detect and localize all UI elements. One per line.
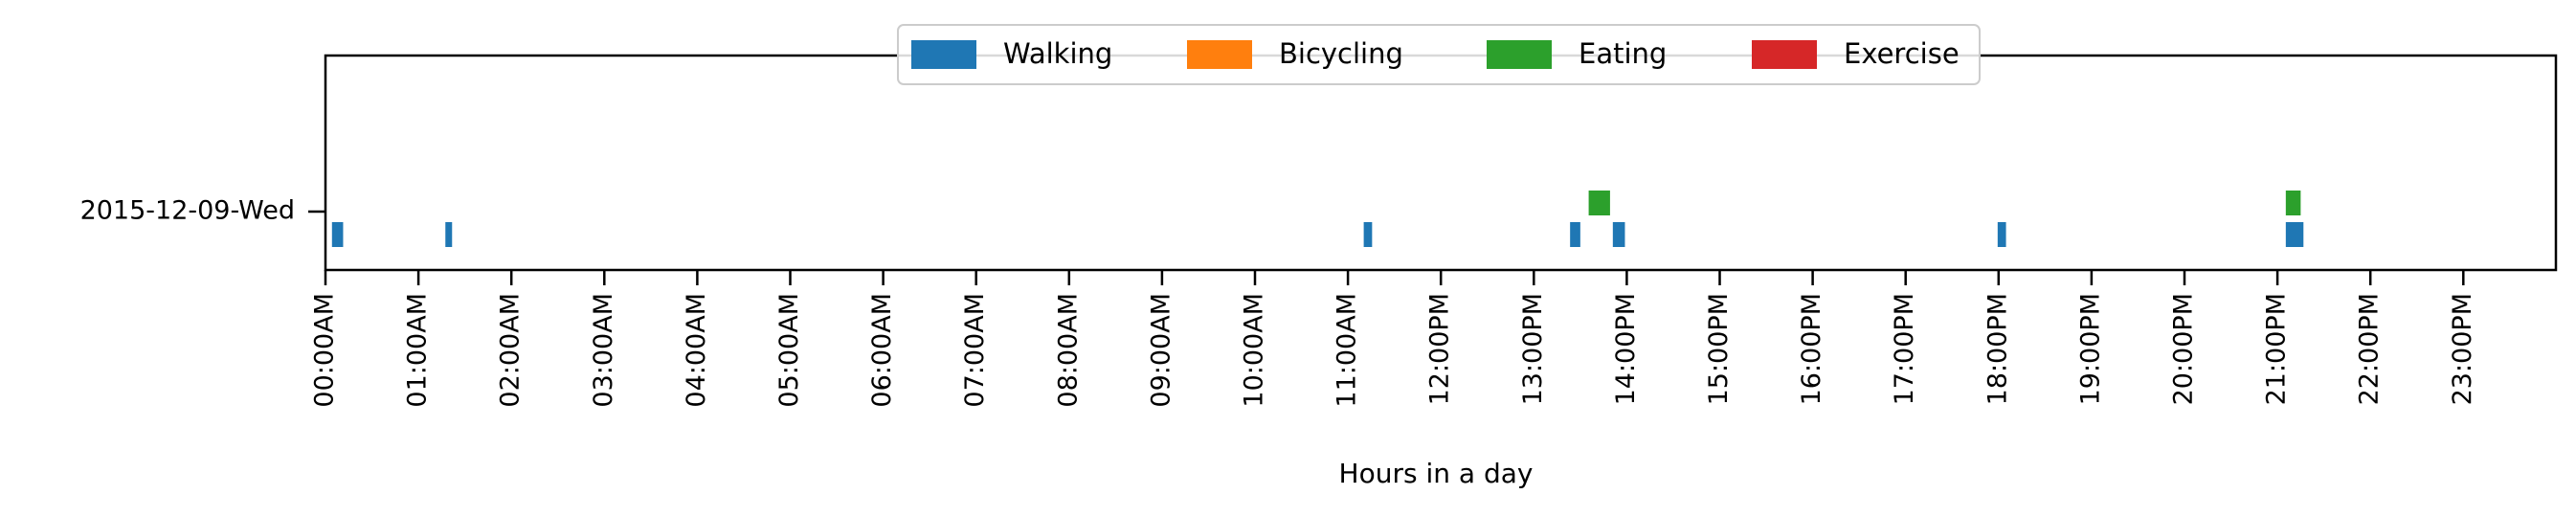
x-tick-label: 12:00PM — [1425, 293, 1455, 405]
x-tick-label: 05:00AM — [774, 293, 804, 408]
plot-frame — [324, 54, 2558, 272]
x-tick-label: 20:00PM — [2169, 293, 2199, 405]
legend-swatch — [1487, 40, 1552, 69]
x-tick-label: 22:00PM — [2355, 293, 2385, 405]
eating-bar — [2285, 191, 2301, 215]
walking-bar — [2285, 222, 2304, 247]
walking-bar — [1363, 222, 1373, 247]
x-tick-label: 11:00AM — [1333, 293, 1362, 408]
x-tick-label: 10:00AM — [1240, 293, 1269, 408]
walking-bar — [445, 222, 453, 247]
activity-bars — [331, 191, 2304, 247]
legend-label: Exercise — [1844, 37, 1960, 70]
legend-box — [897, 24, 1981, 85]
legend-label: Eating — [1579, 37, 1667, 70]
walking-bar — [1997, 222, 2006, 247]
legend: Walking Bicycling Eating Exercise — [897, 24, 1981, 85]
walking-bar — [1570, 222, 1580, 247]
x-tick-label: 15:00PM — [1704, 293, 1734, 405]
x-tick-label: 06:00AM — [867, 293, 897, 408]
x-tick-label: 07:00AM — [960, 293, 990, 408]
legend-swatch — [1752, 40, 1817, 69]
x-tick-label: 04:00AM — [682, 293, 711, 408]
x-tick-label: 03:00AM — [589, 293, 618, 408]
legend-swatch — [911, 40, 976, 69]
walking-bar — [331, 222, 344, 247]
x-tick-label: 19:00PM — [2075, 293, 2105, 405]
x-tick-label: 13:00PM — [1518, 293, 1548, 405]
walking-bar — [1612, 222, 1625, 247]
x-tick-label: 18:00PM — [1982, 293, 2012, 405]
x-tick-label: 01:00AM — [403, 293, 433, 408]
legend-label: Walking — [1003, 37, 1112, 70]
legend-swatch — [1187, 40, 1252, 69]
x-tick-label: 08:00AM — [1053, 293, 1083, 408]
x-tick-label: 09:00AM — [1146, 293, 1176, 408]
x-tick-label: 14:00PM — [1611, 293, 1641, 405]
x-tick-label: 21:00PM — [2262, 293, 2292, 405]
legend-label: Bicycling — [1279, 37, 1403, 70]
x-tick-label: 16:00PM — [1797, 293, 1826, 405]
x-tick-label: 17:00PM — [1890, 293, 1919, 405]
x-axis-label: Hours in a day — [1339, 458, 1534, 489]
x-tick-label: 02:00AM — [496, 293, 526, 408]
x-tick-label: 00:00AM — [310, 293, 340, 408]
x-axis-ticks: 00:00AM 01:00AM 02:00AM 03:00AM 04:00AM 05:00… — [310, 270, 2477, 408]
x-tick-label: 23:00PM — [2448, 293, 2477, 405]
eating-bar — [1588, 191, 1610, 215]
y-tick-label: 2015-12-09-Wed — [80, 196, 295, 226]
